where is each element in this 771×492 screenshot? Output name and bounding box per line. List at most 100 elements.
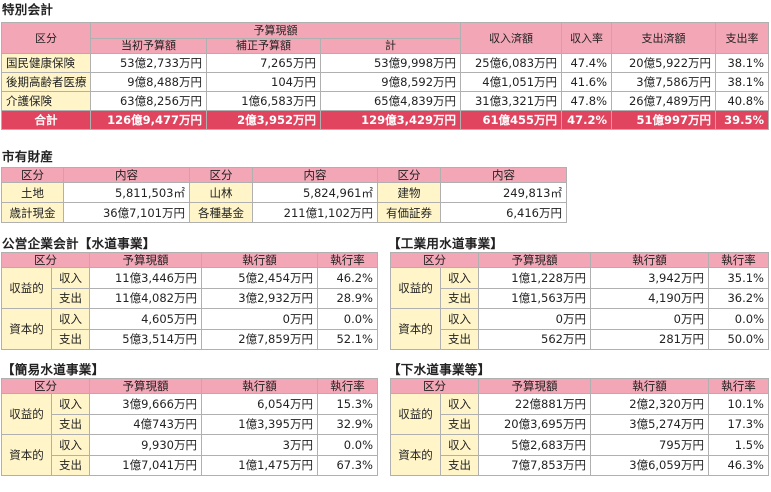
- cell-supplementary: 1億6,583万円: [206, 91, 321, 111]
- cell-rate: 10.1%: [708, 393, 769, 415]
- table-row: 支出 4億743万円 1億3,395万円 32.9%: [2, 413, 378, 435]
- cell-budget: 5億3,514万円: [89, 328, 202, 350]
- table-row: 資本的 収入 9,930万円 3万円 0.0%: [1, 434, 378, 476]
- header-executed: 執行額: [201, 252, 318, 268]
- cell-rate: 0.0%: [317, 308, 378, 330]
- cell-budget: 1億1,228万円: [478, 267, 591, 289]
- cell-initial: 63億8,256万円: [90, 91, 207, 111]
- header-category: 区分: [390, 378, 479, 394]
- cell-rate: 32.9%: [317, 413, 378, 435]
- cell-revenue-done: 25億6,083万円: [460, 53, 563, 73]
- cell-initial: 9億8,488万円: [90, 72, 207, 92]
- cell-total: 65億4,839万円: [319, 91, 462, 111]
- header-executed: 執行額: [590, 252, 709, 268]
- cell-executed: 1億3,395万円: [201, 413, 318, 435]
- row-label: 国民健康保険: [1, 53, 91, 73]
- header-category: 区分: [377, 167, 441, 183]
- group-label: 資本的: [390, 308, 441, 350]
- total-label: 合計: [1, 110, 91, 130]
- cell-executed: 4,190万円: [590, 287, 709, 309]
- property-value: 5,811,503㎡: [63, 182, 190, 203]
- header-category: 区分: [1, 167, 64, 183]
- property-value: 36億7,101万円: [63, 202, 190, 223]
- cell-total: 9億8,592万円: [319, 72, 462, 92]
- cell-rate: 1.5%: [708, 434, 769, 456]
- type-label: 収入: [440, 267, 479, 289]
- header-category: 区分: [1, 22, 91, 54]
- cell-rate: 35.1%: [708, 267, 769, 289]
- header-total: 計: [319, 37, 462, 54]
- cell-rate: 17.3%: [708, 413, 769, 435]
- property-table: 区分 内容 区分 内容 区分 内容 土地 5,811,503㎡ 山林 5,824…: [1, 167, 567, 223]
- cell-rate: 50.0%: [708, 328, 769, 350]
- header-budget: 予算現額: [478, 378, 591, 394]
- header-content: 内容: [252, 167, 378, 183]
- header-supplementary: 補正予算額: [206, 37, 321, 54]
- total-expense-rate: 39.5%: [715, 110, 770, 130]
- cell-budget: 562万円: [478, 328, 591, 350]
- total-row: 合計 126億9,477万円 2億3,952万円 129億3,429万円 61億…: [1, 110, 770, 130]
- cell-executed: 2億7,859万円: [201, 328, 318, 350]
- header-category: 区分: [390, 252, 479, 268]
- cell-budget: 11億4,082万円: [89, 287, 202, 309]
- cell-budget: 1億7,041万円: [89, 454, 202, 476]
- table-row: 支出 1億7,041万円 1億1,475万円 67.3%: [2, 454, 378, 476]
- special-account-table: 区分 予算現額 収入済額 収入率 支出済額 支出率 当初予算額 補正予算額 計 …: [1, 22, 770, 130]
- total-revenue-done: 61億455万円: [460, 110, 563, 130]
- type-label: 支出: [440, 413, 479, 435]
- cell-expense-done: 26億7,489万円: [611, 91, 717, 111]
- total-expense-done: 51億997万円: [611, 110, 717, 130]
- cell-expense-done: 3億7,586万円: [611, 72, 717, 92]
- table-row: 後期高齢者医療 9億8,488万円 104万円 9億8,592万円 4億1,05…: [1, 72, 770, 92]
- group-label: 収益的: [1, 267, 52, 309]
- cell-budget: 7億7,853万円: [478, 454, 591, 476]
- property-label: 土地: [1, 182, 64, 203]
- header-category: 区分: [189, 167, 253, 183]
- cell-budget: 22億881万円: [478, 393, 591, 415]
- property-value: 211億1,102万円: [252, 202, 378, 223]
- type-label: 支出: [440, 454, 479, 476]
- table-row: 資本的 収入 5億2,683万円 795万円 1.5%: [390, 434, 769, 476]
- row-label: 後期高齢者医療: [1, 72, 91, 92]
- cell-rate: 0.0%: [317, 434, 378, 456]
- type-label: 支出: [51, 328, 90, 350]
- cell-rate: 46.3%: [708, 454, 769, 476]
- enterprise-title-water: 公営企業会計【水道事業】: [2, 236, 156, 251]
- cell-executed: 6,054万円: [201, 393, 318, 415]
- cell-executed: 0万円: [201, 308, 318, 330]
- property-label: 山林: [189, 182, 253, 203]
- type-label: 収入: [51, 434, 90, 456]
- property-value: 5,824,961㎡: [252, 182, 378, 203]
- cell-budget: 0万円: [478, 308, 591, 330]
- cell-rate: 67.3%: [317, 454, 378, 476]
- table-row: 収益的 収入 1億1,228万円 3,942万円 35.1%: [390, 267, 769, 309]
- group-label: 収益的: [1, 393, 52, 435]
- table-row: 国民健康保険 53億2,733万円 7,265万円 53億9,998万円 25億…: [1, 53, 770, 73]
- table-row: 支出 1億1,563万円 4,190万円 36.2%: [391, 287, 769, 309]
- cell-executed: 3億6,059万円: [590, 454, 709, 476]
- group-label: 資本的: [1, 434, 52, 476]
- special-account-title: 特別会計: [2, 2, 54, 17]
- header-budget: 予算現額: [89, 252, 202, 268]
- cell-executed: 5億2,454万円: [201, 267, 318, 289]
- property-value: 6,416万円: [440, 202, 567, 223]
- cell-rate: 0.0%: [708, 308, 769, 330]
- table-row: 収益的 収入 11億3,446万円 5億2,454万円 46.2%: [1, 267, 378, 309]
- header-expense-done: 支出済額: [611, 22, 717, 54]
- cell-executed: 1億1,475万円: [201, 454, 318, 476]
- type-label: 支出: [51, 287, 90, 309]
- table-row: 支出 562万円 281万円 50.0%: [391, 328, 769, 350]
- cell-budget: 4億743万円: [89, 413, 202, 435]
- total-supplementary: 2億3,952万円: [206, 110, 321, 130]
- cell-revenue-done: 4億1,051万円: [460, 72, 563, 92]
- property-label: 有価証券: [377, 202, 441, 223]
- table-row: 資本的 収入 4,605万円 0万円 0.0%: [1, 308, 378, 350]
- property-label: 各種基金: [189, 202, 253, 223]
- enterprise-table-simple-water: 区分 予算現額 執行額 執行率 収益的 収入 3億9,666万円 6,054万円…: [1, 378, 378, 476]
- cell-expense-rate: 38.1%: [715, 72, 770, 92]
- enterprise-table-industrial-water: 区分 予算現額 執行額 執行率 収益的 収入 1億1,228万円 3,942万円…: [390, 252, 769, 350]
- header-expense-rate: 支出率: [715, 22, 770, 54]
- header-budget-group: 予算現額: [89, 22, 462, 39]
- header-rate: 執行率: [317, 378, 378, 394]
- cell-total: 53億9,998万円: [319, 53, 462, 73]
